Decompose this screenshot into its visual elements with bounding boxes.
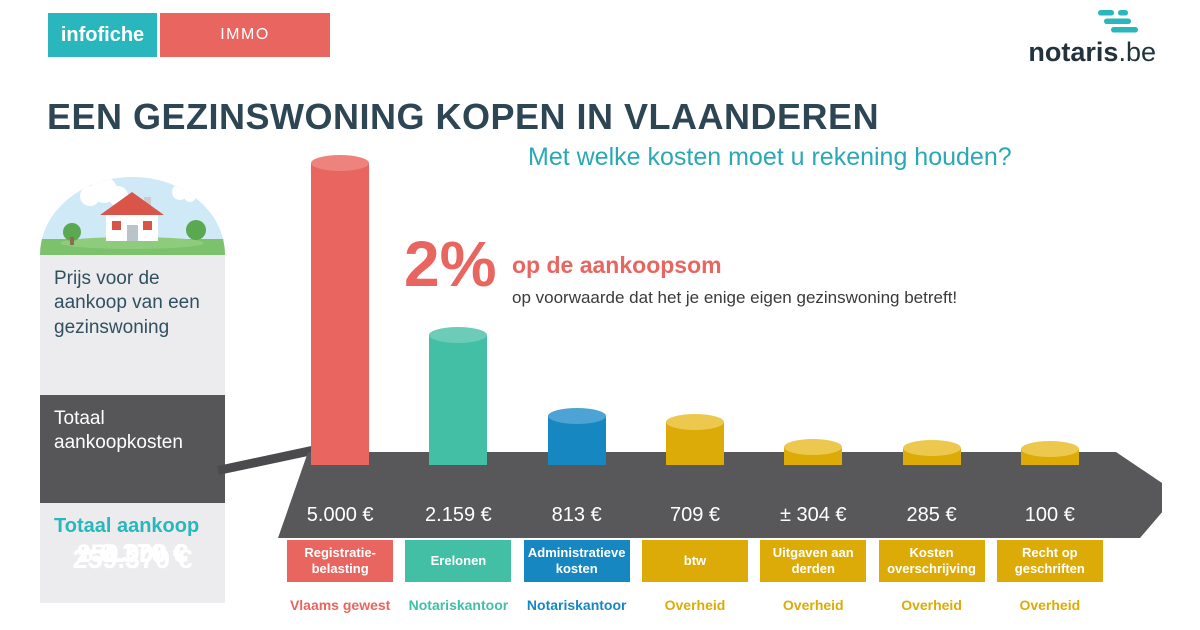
bar-category-badge: Recht op geschriften [996, 540, 1103, 582]
summary-panel: Prijs voor de aankoop van een gezinswoni… [40, 177, 225, 603]
logo-name: notaris [1028, 37, 1119, 67]
badge-infofiche: infofiche [48, 13, 157, 57]
price-label: Prijs voor de aankoop van een gezinswoni… [54, 268, 200, 338]
bar-cap [311, 155, 370, 171]
bar-value-label: ± 304 € [779, 504, 847, 526]
total-costs-label: Totaal aankoopkosten [54, 408, 183, 454]
total-purchase-box: Totaal aankoop 259.370 € [40, 503, 225, 603]
header-badges: infofiche IMMO [48, 13, 330, 57]
bar-value-label: 5.000 € [306, 504, 374, 526]
bar-category-badge: btw [641, 540, 748, 582]
bar-cylinder [784, 438, 843, 465]
bar-cap [1020, 441, 1079, 457]
bar-cap [429, 326, 488, 343]
bar-source-label: Notariskantoor [526, 597, 627, 613]
chart-column: ± 304 € Uitgaven aan derden Overheid [754, 150, 872, 630]
chart-platform [278, 452, 1162, 538]
bar-cylinder [547, 407, 606, 465]
percentage-condition: op voorwaarde dat het je enige eigen gez… [512, 288, 958, 307]
bar-source-label: Notariskantoor [408, 597, 509, 613]
bar-cap [784, 438, 843, 455]
total-costs-box: Totaal aankoopkosten + 9.370 € [40, 395, 225, 568]
bar-cap [665, 414, 724, 431]
bar-cylinder [665, 414, 724, 465]
total-purchase-value: 259.370 € [72, 544, 193, 574]
bar-source-label: Overheid [1019, 597, 1081, 613]
notaris-logo-text: notaris.be [1028, 37, 1156, 68]
page-title: EEN GEZINSWONING KOPEN IN VLAANDEREN [47, 96, 880, 137]
bar-value-label: 100 € [1024, 504, 1075, 526]
bar-cylinder [902, 439, 961, 465]
chart-column: 813 € Administratieve kosten Notariskantoo… [518, 150, 636, 630]
chart-column: 285 € Kosten overschrijving Overheid [872, 150, 990, 630]
bar-category-badge: Administratieve kosten [523, 540, 630, 582]
bar-value-label: 285 € [906, 504, 957, 526]
notaris-logo: notaris.be [1028, 10, 1156, 68]
total-costs-value: + 9.370 € [77, 538, 188, 568]
bar-source-label: Vlaams gewest [289, 597, 391, 613]
bar-source-label: Overheid [782, 597, 844, 613]
badge-immo: IMMO [160, 13, 330, 57]
percentage-highlight: op de aankoopsom [512, 252, 722, 278]
bar-category-badge: Erelonen [405, 540, 512, 582]
bar-cap [547, 407, 606, 424]
house-illustration [40, 177, 225, 255]
chart-column: 100 € Recht op geschriften Overheid [991, 150, 1109, 630]
page-subtitle: Met welke kosten moet u rekening houden? [528, 143, 1012, 171]
notaris-logo-icon [1098, 10, 1138, 33]
bar-category-badge: Kosten overschrijving [878, 540, 985, 582]
bar-cylinder [1020, 441, 1079, 465]
bar-cylinder [311, 155, 370, 465]
logo-tld: .be [1118, 37, 1156, 67]
bar-cap [902, 439, 961, 456]
bar-cylinder [429, 326, 488, 465]
chart-column: 5.000 € Registratie- belasting Vlaams gewe… [281, 150, 399, 630]
total-purchase-label: Totaal aankoop [54, 515, 200, 537]
price-box: Prijs voor de aankoop van een gezinswoni… [40, 255, 225, 568]
bar-value-label: 709 € [669, 504, 721, 526]
price-value: 250.000 € [76, 540, 189, 568]
bar-category-badge: Registratie- belasting [287, 540, 394, 582]
chart-columns: 5.000 € Registratie- belasting Vlaams gewe… [281, 150, 1109, 630]
chart-column: 709 € btw Overheid [636, 150, 754, 630]
bar-category-badge: Uitgaven aan derden [760, 540, 867, 582]
bar-value-label: 2.159 € [425, 504, 492, 526]
bar-value-label: 813 € [551, 504, 602, 526]
bar-source-label: Overheid [664, 597, 726, 613]
percentage-callout: 2% [404, 228, 497, 300]
bar-source-label: Overheid [901, 597, 962, 613]
chart-column: 2.159 € Erelonen Notariskantoor [399, 150, 517, 630]
